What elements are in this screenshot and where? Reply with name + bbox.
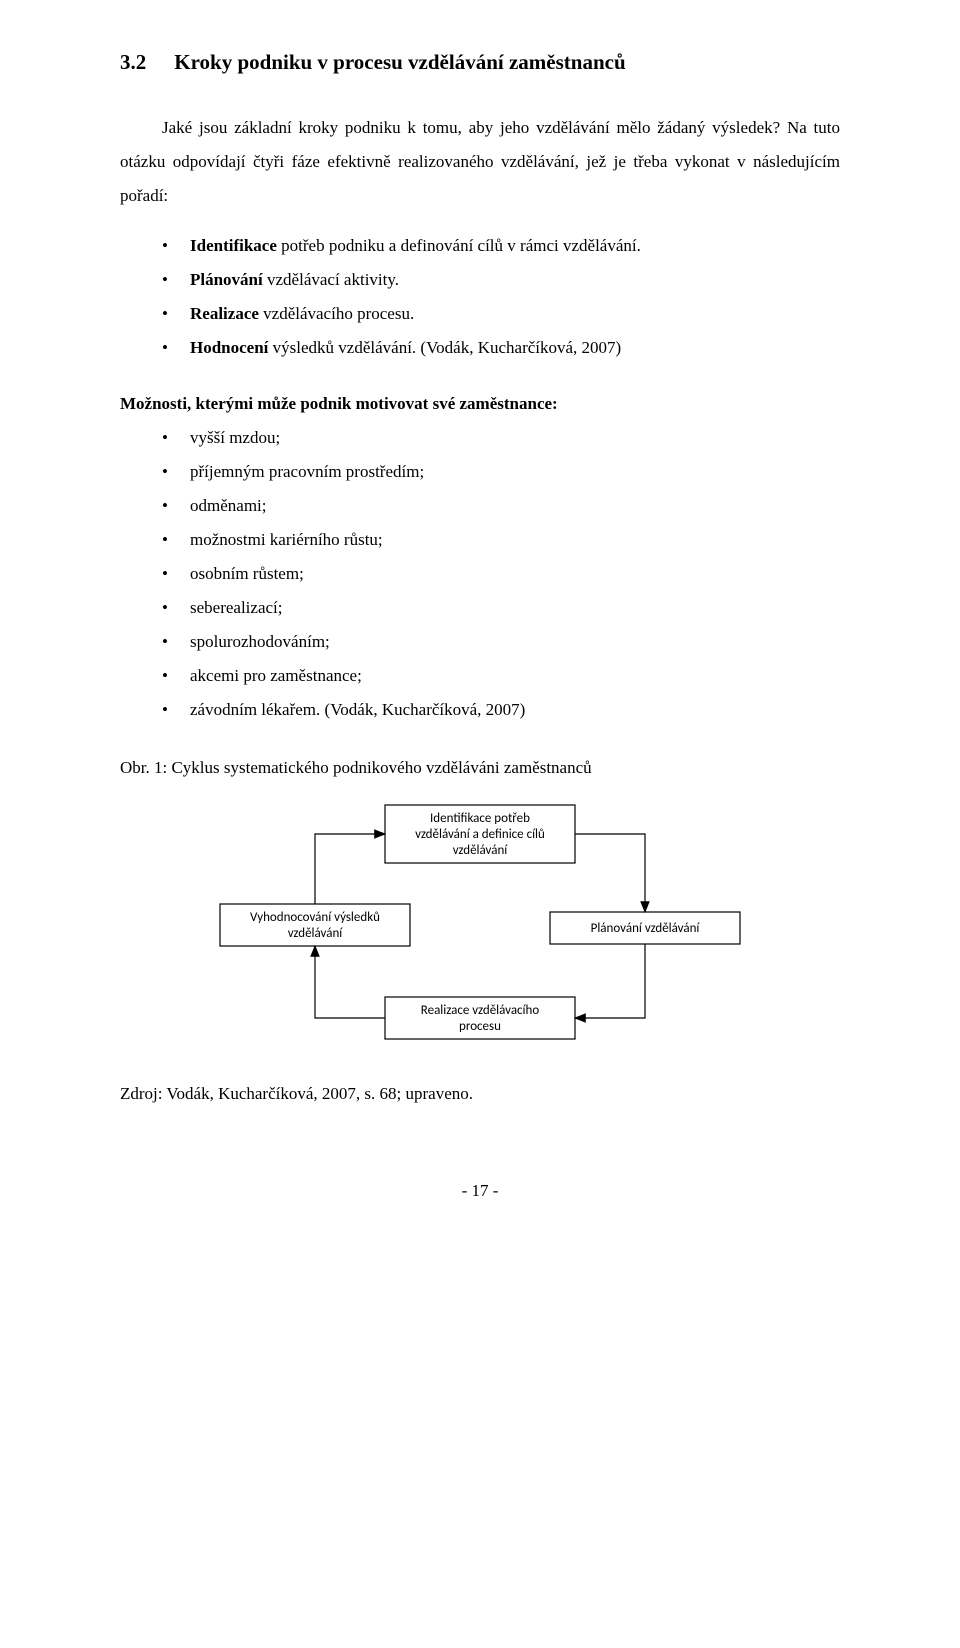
- flow-node-label: procesu: [459, 1019, 501, 1034]
- flow-node-label: Identifikace potřeb: [430, 811, 530, 826]
- section-number: 3.2: [120, 50, 146, 75]
- section-title: Kroky podniku v procesu vzdělávání zaměs…: [174, 50, 625, 75]
- phase-item: Identifikace potřeb podniku a definování…: [162, 229, 840, 263]
- intro-paragraph: Jaké jsou základní kroky podniku k tomu,…: [120, 111, 840, 213]
- phase-bold: Identifikace: [190, 236, 277, 255]
- section-heading: 3.2 Kroky podniku v procesu vzdělávání z…: [120, 50, 840, 75]
- flow-edge: [575, 834, 645, 912]
- phase-item: Hodnocení výsledků vzdělávání. (Vodák, K…: [162, 331, 840, 365]
- motivate-item: vyšší mzdou;: [162, 421, 840, 455]
- phase-rest: potřeb podniku a definování cílů v rámci…: [277, 236, 641, 255]
- phase-item: Realizace vzdělávacího procesu.: [162, 297, 840, 331]
- flow-node-label: vzdělávání: [453, 843, 509, 858]
- page-number: - 17 -: [120, 1181, 840, 1201]
- phase-bold: Plánování: [190, 270, 263, 289]
- figure-area: Identifikace potřebvzdělávání a definice…: [120, 797, 840, 1057]
- figure-caption: Obr. 1: Cyklus systematického podnikovéh…: [120, 751, 840, 785]
- phase-rest: vzdělávacího procesu.: [259, 304, 414, 323]
- motivate-item: závodním lékařem. (Vodák, Kucharčíková, …: [162, 693, 840, 727]
- phase-item: Plánování vzdělávací aktivity.: [162, 263, 840, 297]
- motivate-lead: Možnosti, kterými může podnik motivovat …: [120, 387, 840, 421]
- flow-edge: [575, 944, 645, 1018]
- phase-rest: výsledků vzdělávání. (Vodák, Kucharčíkov…: [268, 338, 621, 357]
- phase-bold: Hodnocení: [190, 338, 268, 357]
- figure-source: Zdroj: Vodák, Kucharčíková, 2007, s. 68;…: [120, 1077, 840, 1111]
- motivate-item: seberealizací;: [162, 591, 840, 625]
- motivate-item: možnostmi kariérního růstu;: [162, 523, 840, 557]
- phase-bold: Realizace: [190, 304, 259, 323]
- flow-node-label: Vyhodnocování výsledků: [250, 910, 380, 925]
- flow-node-label: vzdělávání: [288, 926, 344, 941]
- motivate-item: osobním růstem;: [162, 557, 840, 591]
- phases-list: Identifikace potřeb podniku a definování…: [120, 229, 840, 365]
- flow-edge: [315, 834, 385, 904]
- motivate-item: odměnami;: [162, 489, 840, 523]
- flow-node-label: Realizace vzdělávacího: [421, 1003, 540, 1018]
- flow-edge: [315, 946, 385, 1018]
- phase-rest: vzdělávací aktivity.: [263, 270, 399, 289]
- flow-node-label: Plánování vzdělávání: [591, 921, 701, 936]
- flow-node-label: vzdělávání a definice cílů: [415, 827, 545, 842]
- motivate-item: příjemným pracovním prostředím;: [162, 455, 840, 489]
- cycle-diagram: Identifikace potřebvzdělávání a definice…: [180, 797, 780, 1057]
- motivate-item: akcemi pro zaměstnance;: [162, 659, 840, 693]
- motivate-list: vyšší mzdou;příjemným pracovním prostřed…: [120, 421, 840, 727]
- motivate-item: spolurozhodováním;: [162, 625, 840, 659]
